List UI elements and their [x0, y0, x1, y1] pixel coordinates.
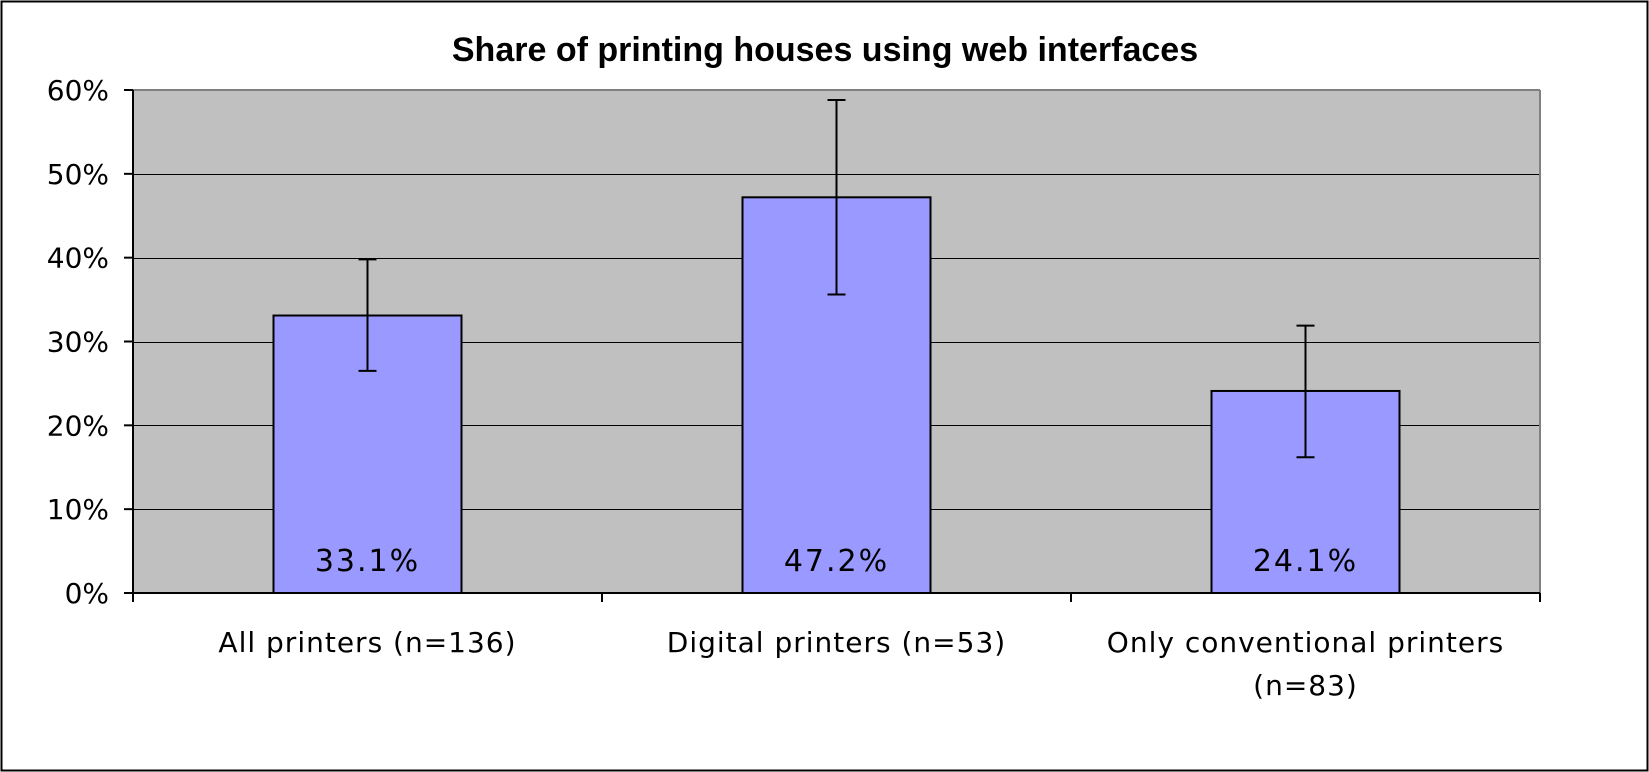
data-label: 24.1%	[1253, 544, 1358, 579]
y-tick-label: 10%	[47, 493, 109, 526]
error-bar	[1296, 324, 1315, 459]
y-tick-label: 0%	[65, 577, 109, 610]
y-tick-label: 50%	[47, 158, 109, 191]
y-tick-label: 40%	[47, 242, 109, 275]
data-label: 47.2%	[784, 544, 889, 579]
x-category-label: All printers (n=136)	[218, 626, 516, 659]
data-label: 33.1%	[315, 544, 420, 579]
x-category-label: Only conventional printers (n=83)	[1107, 626, 1504, 702]
error-bars	[358, 99, 1315, 459]
y-tick-label: 30%	[47, 326, 109, 359]
x-category-labels: All printers (n=136) Digital printers (n=…	[218, 626, 1504, 702]
data-labels: 33.1% 47.2% 24.1%	[315, 544, 1358, 579]
error-bar	[358, 258, 377, 372]
y-tick-labels: 0% 10% 20% 30% 40% 50% 60%	[47, 74, 109, 610]
y-tick-label: 20%	[47, 409, 109, 442]
error-bar	[827, 99, 846, 296]
x-category-label: Digital printers (n=53)	[667, 626, 1006, 659]
axes	[124, 89, 1541, 602]
chart-title: Share of printing houses using web inter…	[452, 31, 1198, 69]
y-tick-label: 60%	[47, 74, 109, 107]
